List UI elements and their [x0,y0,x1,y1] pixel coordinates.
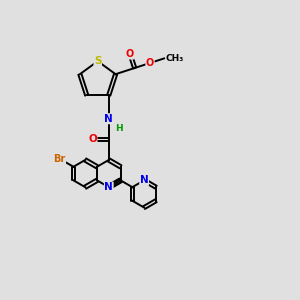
Text: S: S [94,56,101,66]
Text: H: H [115,124,123,133]
Text: N: N [104,182,113,192]
Text: O: O [126,49,134,59]
Text: O: O [146,58,154,68]
Text: O: O [88,134,97,144]
Text: Br: Br [53,154,65,164]
Text: CH₃: CH₃ [166,54,184,63]
Text: N: N [104,114,113,124]
Text: N: N [140,176,148,185]
